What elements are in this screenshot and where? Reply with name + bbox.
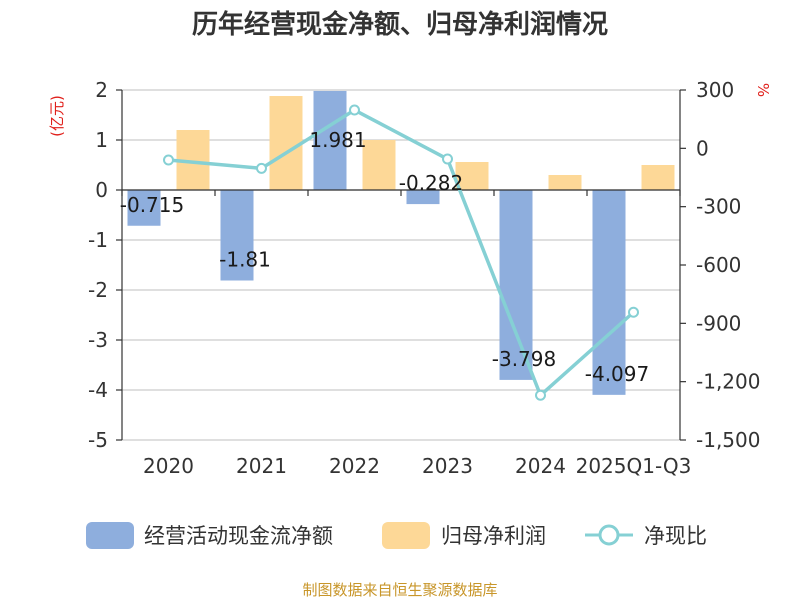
bar-data-label: -1.81 [219, 248, 271, 272]
right-tick-label: 0 [696, 136, 709, 160]
right-axis-ticks: 300 0 -300 -600 -900 -1,200 -1,500 [680, 78, 760, 452]
left-tick-label: -4 [88, 378, 108, 402]
legend-item-cash-flow[interactable]: 经营活动现金流净额 [86, 522, 333, 549]
ratio-line-series [163, 104, 639, 401]
bar-net-profit[interactable] [641, 165, 675, 190]
left-tick-label: 1 [95, 128, 108, 152]
left-axis-ticks: 2 1 0 -1 -2 -3 -4 -5 [88, 78, 122, 452]
bar-data-label: -0.715 [120, 193, 184, 217]
x-tick-label: 2025Q1-Q3 [576, 454, 692, 478]
cash-flow-bars [127, 90, 626, 395]
bar-net-profit[interactable] [269, 96, 303, 190]
x-tick-label: 2022 [329, 454, 380, 478]
right-tick-label: -600 [696, 253, 741, 277]
legend-marker-ratio [598, 524, 620, 546]
legend-swatch-net-profit [382, 522, 430, 549]
legend-item-net-profit[interactable]: 归母净利润 [382, 522, 546, 549]
bar-cash-flow[interactable] [127, 190, 161, 226]
net-profit-bars [176, 96, 675, 190]
right-tick-label: -900 [696, 311, 741, 335]
x-tick-label: 2024 [515, 454, 566, 478]
right-tick-label: -1,200 [696, 370, 760, 394]
x-tick-label: 2023 [422, 454, 473, 478]
bar-data-label: -3.798 [492, 347, 556, 371]
ratio-point[interactable] [349, 104, 360, 116]
ratio-line [168, 108, 635, 398]
x-tick-label: 2021 [236, 454, 287, 478]
bar-cash-flow[interactable] [499, 190, 533, 380]
x-axis-ticks: 2020 2021 2022 2023 2024 2025Q1-Q3 [143, 454, 691, 478]
left-tick-label: -2 [88, 278, 108, 302]
legend-label-net-profit: 归母净利润 [441, 524, 546, 548]
left-tick-label: -3 [88, 328, 108, 352]
bar-data-label: 1.981 [309, 128, 366, 152]
right-tick-label: -300 [696, 195, 741, 219]
ratio-point[interactable] [163, 154, 174, 166]
x-tick-label: 2020 [143, 454, 194, 478]
legend-swatch-cash-flow [86, 522, 134, 549]
ratio-point[interactable] [442, 153, 453, 165]
bar-cash-flow[interactable] [592, 190, 626, 395]
ratio-point[interactable] [256, 162, 267, 174]
ratio-point[interactable] [628, 306, 639, 318]
bar-cash-flow[interactable] [406, 190, 440, 205]
bar-cash-flow[interactable] [313, 90, 347, 190]
left-axis-unit: (亿元) [48, 95, 66, 137]
bar-net-profit[interactable] [362, 140, 396, 190]
chart-title: 历年经营现金净额、归母净利润情况 [192, 9, 608, 40]
data-labels: -0.715 -1.81 1.981 -0.282 -3.798 -4.097 [120, 128, 649, 386]
legend-item-ratio[interactable]: 净现比 [585, 524, 707, 548]
left-tick-label: 2 [95, 78, 108, 102]
bar-data-label: -4.097 [585, 362, 649, 386]
left-tick-label: 0 [95, 178, 108, 202]
left-tick-label: -1 [88, 228, 108, 252]
bar-net-profit[interactable] [455, 162, 489, 190]
right-tick-label: -1,500 [696, 428, 760, 452]
legend-label-cash-flow: 经营活动现金流净额 [144, 524, 333, 548]
bar-data-label: -0.282 [399, 171, 463, 195]
legend: 经营活动现金流净额 归母净利润 净现比 [86, 522, 707, 549]
ratio-point[interactable] [535, 389, 546, 401]
right-tick-label: 300 [696, 78, 734, 102]
axis-lines [121, 90, 681, 440]
right-axis-unit: % [754, 83, 772, 97]
legend-label-ratio: 净现比 [644, 524, 707, 548]
bar-cash-flow[interactable] [220, 190, 254, 281]
bar-net-profit[interactable] [548, 175, 582, 190]
left-tick-label: -5 [88, 428, 108, 452]
source-note: 制图数据来自恒生聚源数据库 [302, 581, 497, 599]
